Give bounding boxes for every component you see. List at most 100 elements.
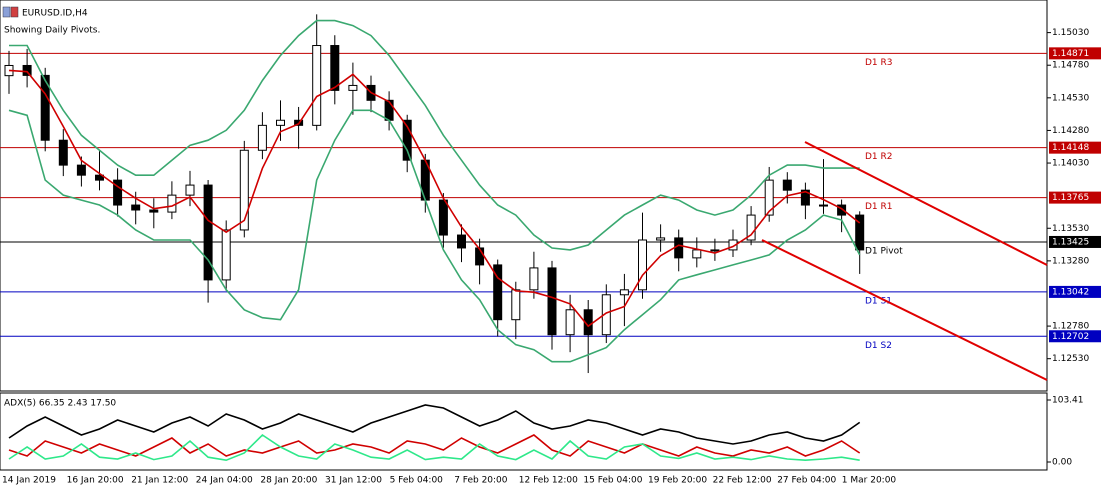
candle-body — [692, 249, 702, 259]
candle-body — [402, 119, 412, 161]
series-line — [8, 69, 861, 328]
candle-body — [601, 294, 611, 336]
pivot-note: Showing Daily Pivots. — [4, 26, 100, 36]
series-line — [9, 19, 860, 251]
price-box — [1049, 47, 1101, 60]
candle-body — [348, 84, 358, 91]
candle-body — [656, 237, 666, 241]
pivot-label: D1 Pivot — [865, 246, 903, 256]
trend-line — [761, 239, 1048, 381]
price-box-label: 1.14871 — [1052, 49, 1089, 59]
icon[interactable] — [2, 6, 11, 18]
candle-body — [565, 309, 575, 336]
candle-body — [782, 179, 792, 191]
candle-body — [855, 214, 865, 251]
price-box-label: 1.14148 — [1052, 143, 1089, 153]
candle-body — [728, 239, 738, 251]
pivot-label: D1 R2 — [865, 152, 893, 162]
price-box — [1049, 141, 1101, 154]
y-tick-label: 0.00 — [1052, 458, 1072, 468]
y-tick-label: 1.14030 — [1052, 159, 1089, 169]
y-tick-label: 103.41 — [1052, 396, 1084, 406]
candle-body — [113, 179, 123, 206]
candle-body — [185, 184, 195, 196]
series-line — [8, 433, 860, 462]
price-box-label: 1.13042 — [1052, 287, 1089, 297]
pivot-label: D1 R1 — [865, 202, 893, 212]
candle-body — [330, 45, 340, 91]
y-tick-label: 1.13530 — [1052, 224, 1089, 234]
y-tick-label: 1.14280 — [1052, 126, 1089, 136]
x-tick-label: 15 Feb 04:00 — [583, 476, 642, 486]
x-tick-label: 7 Feb 20:00 — [454, 476, 508, 486]
x-tick-label: 21 Jan 12:00 — [131, 476, 188, 486]
series-line — [8, 404, 861, 445]
indicator-title: ADX(5) 66.35 2.43 17.50 — [4, 399, 116, 409]
candle-body — [819, 204, 828, 207]
y-tick-label: 1.12530 — [1052, 354, 1089, 364]
candle-body — [438, 199, 448, 236]
y-tick-label: 1.12780 — [1052, 322, 1089, 332]
x-tick-label: 19 Feb 20:00 — [648, 476, 707, 486]
price-box-label: 1.12702 — [1052, 332, 1089, 342]
price-box — [1049, 285, 1101, 298]
candle-body — [746, 214, 756, 241]
candle-body — [384, 99, 394, 121]
y-tick-label: 1.14780 — [1052, 61, 1089, 71]
x-tick-label: 27 Feb 04:00 — [777, 476, 836, 486]
icon[interactable] — [10, 6, 19, 18]
plot-layer: 1.15030 1.14780 1.14530 1.14280 1.14030 1.135… — [0, 14, 1101, 486]
x-tick-label: 1 Mar 20:00 — [842, 476, 897, 486]
candle-body — [22, 64, 32, 76]
candle-body — [76, 164, 86, 176]
price-box — [1049, 235, 1101, 248]
candle-body — [619, 289, 629, 296]
candle-body — [149, 209, 159, 213]
symbol-title: EURUSD.ID,H4 — [22, 9, 88, 19]
y-tick-label: 1.13280 — [1052, 256, 1089, 266]
candle-body — [529, 267, 539, 291]
candle-body — [58, 139, 68, 166]
candle-body — [276, 119, 285, 126]
x-tick-label: 16 Jan 20:00 — [67, 476, 124, 486]
candle-body — [547, 267, 557, 336]
indicator-panel — [0, 392, 1048, 471]
x-tick-label: 24 Jan 04:00 — [196, 476, 253, 486]
candle-body — [457, 234, 466, 249]
candle-body — [221, 229, 231, 281]
y-tick-label: 1.14530 — [1052, 93, 1089, 103]
candle-body — [40, 74, 50, 141]
price-box — [1049, 191, 1101, 204]
candle-body — [837, 204, 847, 216]
x-tick-label: 14 Jan 2019 — [2, 476, 56, 486]
candle-body — [203, 184, 213, 281]
candle-body — [131, 204, 141, 211]
candle-body — [764, 179, 774, 216]
candle-body — [800, 189, 810, 206]
series-line — [8, 434, 861, 457]
candle-body — [710, 249, 720, 252]
price-box-label: 1.13425 — [1052, 237, 1089, 247]
pivot-label: D1 R3 — [865, 58, 893, 68]
candle-body — [511, 289, 521, 321]
price-box — [1049, 330, 1101, 343]
pivot-label: D1 S1 — [865, 296, 892, 306]
candle-body — [674, 237, 684, 259]
candle-body — [257, 124, 267, 151]
candle-body — [638, 239, 647, 291]
x-tick-label: 28 Jan 20:00 — [260, 476, 317, 486]
x-tick-label: 31 Jan 12:00 — [325, 476, 382, 486]
x-tick-label: 22 Feb 12:00 — [713, 476, 772, 486]
pivot-label: D1 S2 — [865, 341, 892, 351]
x-tick-label: 12 Feb 12:00 — [519, 476, 578, 486]
candle-body — [312, 45, 322, 126]
candle-body — [95, 174, 104, 181]
x-tick-label: 5 Feb 04:00 — [390, 476, 444, 486]
candle-body — [167, 194, 177, 213]
trend-line — [804, 141, 1048, 266]
y-tick-label: 1.15030 — [1052, 28, 1089, 38]
price-box-label: 1.13765 — [1052, 193, 1089, 203]
candle-body — [239, 149, 249, 231]
candle-body — [493, 264, 503, 321]
